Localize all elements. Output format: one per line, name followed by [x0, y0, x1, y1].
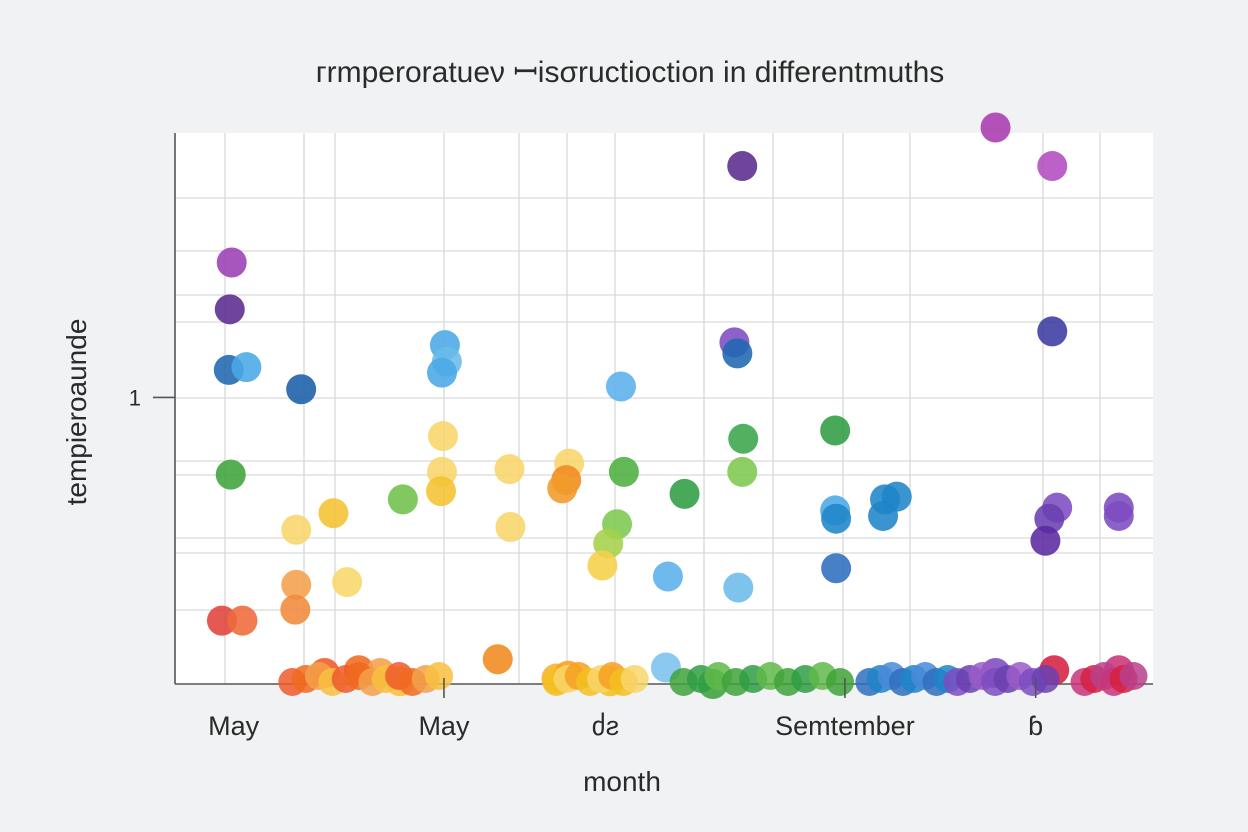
scatter-point [1037, 151, 1068, 182]
scatter-point [427, 421, 458, 452]
y-ticks: 1 [129, 385, 175, 410]
chart-title: гrmperoratueν ꟷisσructioction in differe… [316, 56, 945, 89]
scatter-point [1030, 525, 1061, 556]
scatter-point [728, 423, 759, 454]
scatter-point [722, 338, 753, 369]
baseline-point [1119, 662, 1148, 690]
scatter-point [227, 605, 258, 636]
scatter-point [980, 112, 1011, 143]
scatter-point [482, 644, 513, 675]
scatter-point [723, 572, 754, 603]
baseline-point [826, 668, 855, 696]
scatter-point [821, 503, 852, 534]
scatter-point [1103, 500, 1134, 531]
scatter-point [727, 456, 758, 487]
scatter-point [206, 605, 237, 636]
scatter-point [494, 454, 525, 485]
scatter-point [281, 569, 312, 600]
scatter-point [608, 456, 639, 487]
scatter-point [820, 415, 851, 446]
x-tick-label: May [418, 711, 470, 741]
y-tick-label: 1 [129, 385, 141, 410]
scatter-point [547, 473, 578, 504]
baseline-point [620, 665, 649, 693]
scatter-point [281, 514, 312, 545]
scatter-point [652, 561, 683, 592]
baseline-point [425, 662, 454, 690]
scatter-point [215, 459, 246, 490]
scatter-point [1037, 316, 1068, 347]
scatter-point [669, 478, 700, 509]
scatter-point [821, 553, 852, 584]
x-tick-label: ɓ [1028, 711, 1043, 741]
plot-background [175, 133, 1153, 684]
scatter-point [426, 476, 457, 507]
scatter-point [318, 498, 349, 529]
scatter-point [727, 151, 758, 182]
x-tick-label: May [208, 711, 260, 741]
scatter-point [587, 550, 618, 581]
scatter-point [280, 594, 311, 625]
scatter-point [387, 484, 418, 515]
x-tick-label: Semtember [775, 711, 915, 741]
scatter-point [868, 500, 899, 531]
baseline-point [1031, 665, 1060, 693]
scatter-point [495, 511, 526, 542]
scatter-point [605, 371, 636, 402]
baseline-cluster-points [278, 662, 1148, 696]
scatter-point [231, 352, 262, 383]
scatter-point [286, 374, 317, 405]
grid [175, 133, 1153, 684]
scatter-point [332, 567, 363, 598]
x-axis-label: month [583, 766, 661, 797]
scatter-point [214, 294, 245, 325]
y-axis-label: tempieroaunde [61, 319, 92, 506]
scatter-point [216, 247, 247, 278]
x-tick-label: ძƨ [592, 711, 620, 741]
scatter-point [426, 357, 457, 388]
x-ticks: May May ძƨ Semtember ɓ [208, 678, 1043, 741]
